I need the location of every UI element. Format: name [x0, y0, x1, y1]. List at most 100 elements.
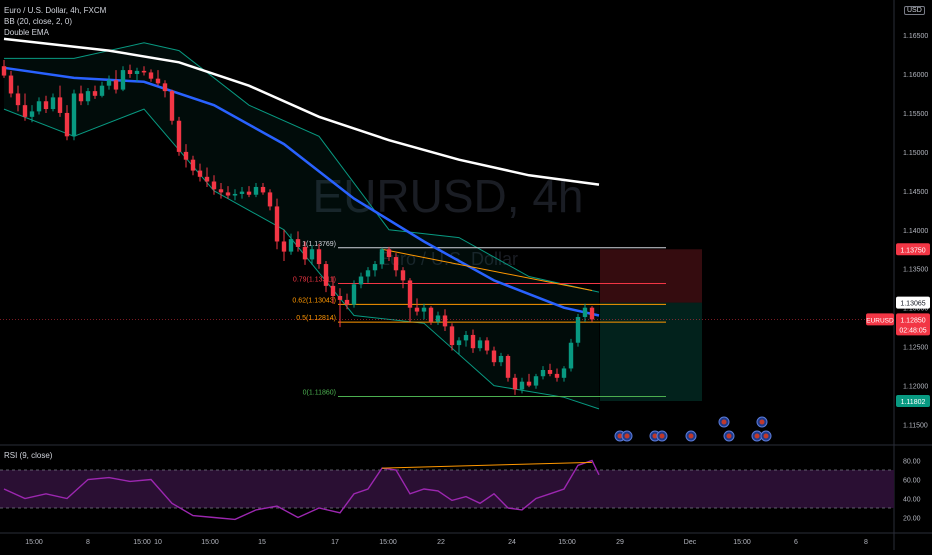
price-tick-label: 1.16000	[903, 72, 928, 79]
rsi-tick-label: 40.00	[903, 497, 921, 504]
candle-body	[386, 249, 392, 258]
candle-body	[246, 191, 252, 195]
price-tick-label: 1.13500	[903, 267, 928, 274]
flag-icon	[721, 419, 727, 425]
bb-lower-line	[3, 108, 600, 410]
fib-level-label[interactable]: 0(1.11860)	[303, 389, 336, 396]
candle-body	[288, 239, 294, 252]
candle-body	[582, 307, 588, 318]
bb-fill	[4, 42, 599, 409]
candle-body	[589, 307, 595, 320]
candle-body	[22, 105, 28, 117]
price-tick-label: 1.12000	[903, 384, 928, 391]
candle-body	[533, 376, 539, 386]
candle-body	[526, 381, 532, 386]
candle-body	[218, 189, 224, 193]
rsi-tick-label: 60.00	[903, 478, 921, 485]
candle-body	[8, 75, 14, 94]
time-tick-label: 8	[864, 539, 868, 546]
candle-body	[57, 97, 63, 113]
candle-body	[295, 239, 301, 247]
current-price-tag-bg	[896, 313, 930, 336]
time-tick-label: 15:00	[201, 539, 219, 546]
target-price-tag[interactable]: 1.11802	[901, 399, 926, 406]
candle-body	[323, 264, 329, 286]
price-tick-label: 1.16500	[903, 33, 928, 40]
candle-body	[92, 91, 98, 96]
flag-icon	[617, 433, 623, 439]
trend-line	[381, 248, 593, 292]
entry-price-tag[interactable]: 1.13065	[900, 301, 925, 308]
candle-body	[344, 299, 350, 305]
take-profit-zone	[600, 302, 702, 402]
candle-body	[428, 307, 434, 322]
candle-body	[400, 270, 406, 281]
flag-icon	[763, 433, 769, 439]
candle-body	[414, 307, 420, 312]
fib-level-label[interactable]: 0.62(1.13043)	[292, 297, 336, 304]
candle-body	[141, 70, 147, 73]
candle-body	[372, 264, 378, 271]
candle-body	[330, 285, 336, 296]
flag-icon	[659, 433, 665, 439]
price-tick-label: 1.14000	[903, 228, 928, 235]
time-tick-label: 22	[437, 539, 445, 546]
ema-legend[interactable]: Double EMA	[4, 28, 49, 37]
candle-body	[519, 381, 525, 390]
candle-body	[148, 72, 154, 79]
rsi-legend[interactable]: RSI (9, close)	[4, 451, 53, 460]
candle-body	[71, 93, 77, 137]
price-tick-label: 1.11500	[903, 423, 928, 430]
current-price-tag: 1.12850	[900, 317, 925, 324]
candle-body	[442, 315, 448, 327]
rsi-line	[3, 459, 600, 521]
time-tick-label: 15:00	[133, 539, 151, 546]
candle-body	[253, 186, 259, 195]
stop-price-tag[interactable]: 1.13750	[900, 247, 925, 254]
candle-body	[505, 355, 511, 378]
rsi-tick-label: 80.00	[903, 459, 921, 466]
chart-legend: Euro / U.S. Dollar, 4h, FXCM BB (20, clo…	[4, 5, 106, 38]
bb-legend[interactable]: BB (20, close, 2, 0)	[4, 17, 73, 26]
candle-body	[449, 326, 455, 346]
candle-body	[239, 191, 245, 194]
flag-icon	[688, 433, 694, 439]
time-tick-label: 15:00	[733, 539, 751, 546]
candle-body	[78, 93, 84, 102]
candle-body	[183, 151, 189, 160]
candle-body	[106, 80, 112, 86]
candle-body	[169, 91, 175, 121]
current-symbol-tag: EURUSD	[866, 317, 894, 324]
candle-body	[64, 112, 70, 137]
candle-body	[197, 170, 203, 177]
candle-body	[99, 85, 105, 96]
currency-badge[interactable]: USD	[904, 6, 925, 15]
candle-body	[456, 340, 462, 346]
candle-body	[267, 192, 273, 207]
candle-body	[575, 317, 581, 343]
candle-body	[190, 159, 196, 171]
candle-body	[421, 307, 427, 312]
candle-body	[512, 377, 518, 390]
candle-body	[120, 70, 126, 90]
candle-body	[232, 193, 238, 196]
time-tick-label: 15	[258, 539, 266, 546]
flag-icon	[754, 433, 760, 439]
symbol-legend[interactable]: Euro / U.S. Dollar, 4h, FXCM	[4, 6, 107, 15]
candle-body	[113, 80, 119, 90]
candle-body	[281, 241, 287, 252]
time-tick-label: 15:00	[558, 539, 576, 546]
candle-body	[211, 181, 217, 190]
candle-body	[155, 78, 161, 84]
candle-body	[470, 334, 476, 349]
candle-body	[337, 296, 343, 300]
candle-body	[554, 373, 560, 378]
candle-body	[176, 120, 182, 152]
fib-level-label[interactable]: 0.5(1.12814)	[296, 315, 336, 322]
fib-level-label[interactable]: 0.79(1.13311)	[293, 276, 336, 283]
rsi-divergence-line	[381, 461, 593, 469]
price-tick-label: 1.15000	[903, 150, 928, 157]
candle-body	[162, 83, 168, 92]
